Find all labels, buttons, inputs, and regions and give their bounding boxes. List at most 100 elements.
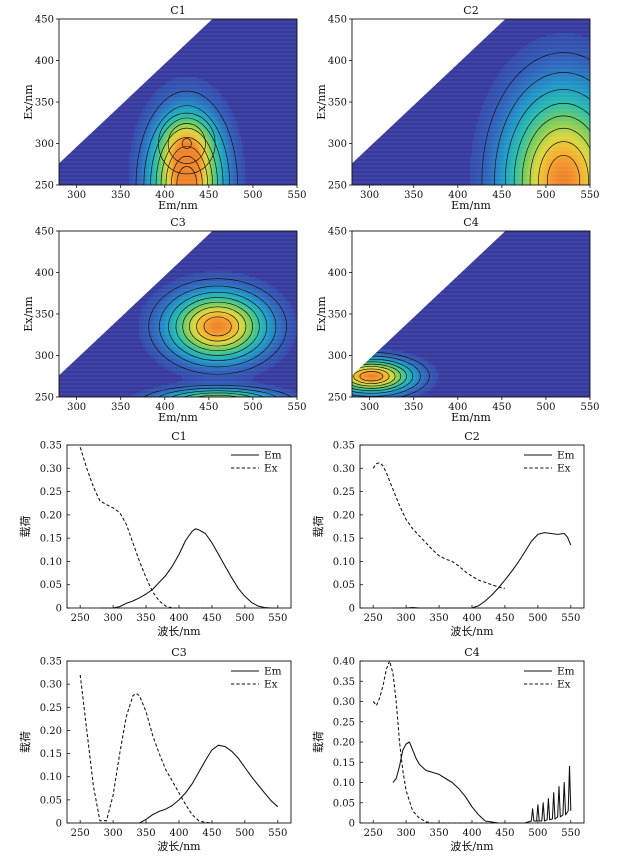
y-tick-label: 0.40: [333, 657, 355, 668]
y-axis-label: 载荷: [312, 516, 325, 538]
x-tick-label: 400: [462, 828, 481, 839]
x-tick-label: 450: [202, 828, 221, 839]
loading-panel-C3: 250 300 350 400 450 500 550 0 0.05 0.10 0.15 0.20 0.…: [19, 646, 292, 853]
y-tick-label: 0.20: [333, 738, 355, 749]
series-line-Em: [392, 532, 572, 609]
x-tick-label: 400: [155, 402, 174, 413]
legend-label-Em: Em: [264, 666, 282, 678]
x-tick-label: 300: [360, 402, 379, 413]
y-tick-label: 450: [328, 15, 347, 26]
x-tick-label: 350: [404, 402, 423, 413]
x-tick-label: 550: [561, 613, 580, 624]
y-tick-label: 0.35: [40, 657, 62, 668]
x-axis-label: 波长/nm: [450, 625, 494, 638]
eem-panel-C2: 300 350 400 450 500 550 250 300 350 400 450 C2 Em/nm…: [315, 4, 600, 212]
y-tick-label: 250: [35, 181, 54, 192]
panel-title: C4: [463, 216, 478, 229]
y-axis-label: 载荷: [19, 731, 32, 753]
y-tick-label: 250: [328, 393, 347, 404]
y-tick-label: 0.05: [333, 580, 355, 591]
x-axis-label: 波长/nm: [157, 625, 201, 638]
y-tick-label: 350: [35, 310, 54, 321]
series-line-Ex: [372, 462, 506, 589]
y-axis-label: Ex/nm: [315, 84, 328, 120]
x-tick-label: 500: [528, 828, 547, 839]
panel-title: C2: [464, 430, 479, 443]
legend-label-Ex: Ex: [557, 463, 571, 475]
eem-panel-C3: 300 350 400 450 500 550 250 300 350 400 450 C3 Em/nm…: [22, 216, 307, 424]
y-tick-label: 0.10: [40, 772, 62, 783]
y-axis-label: 载荷: [312, 731, 325, 753]
y-tick-label: 0.35: [40, 441, 62, 452]
x-tick-label: 450: [495, 828, 514, 839]
y-tick-label: 0.25: [40, 487, 62, 498]
y-tick-label: 300: [328, 139, 347, 150]
x-tick-label: 550: [561, 828, 580, 839]
legend-label-Em: Em: [264, 450, 282, 462]
x-tick-label: 400: [169, 613, 188, 624]
x-tick-label: 450: [492, 190, 511, 201]
y-tick-label: 0.35: [333, 677, 355, 688]
legend-label-Ex: Ex: [264, 679, 278, 691]
loading-panel-C1: 250 300 350 400 450 500 550 0 0.05 0.10 0.15 0.20 0.…: [19, 430, 292, 638]
x-tick-label: 550: [268, 613, 287, 624]
x-tick-label: 500: [243, 402, 262, 413]
y-tick-label: 0: [349, 819, 355, 830]
y-tick-label: 300: [35, 351, 54, 362]
y-tick-label: 400: [35, 56, 54, 67]
panel-title: C1: [171, 430, 186, 443]
x-tick-label: 300: [67, 402, 86, 413]
y-tick-label: 0: [56, 819, 62, 830]
x-tick-label: 300: [397, 613, 416, 624]
eem-rayleigh-mask: [59, 19, 213, 164]
x-tick-label: 350: [430, 613, 449, 624]
y-tick-label: 0.10: [333, 557, 355, 568]
x-tick-label: 250: [364, 613, 383, 624]
x-tick-label: 450: [202, 613, 221, 624]
x-tick-label: 300: [67, 190, 86, 201]
y-tick-label: 450: [328, 227, 347, 238]
x-tick-label: 300: [360, 190, 379, 201]
x-tick-label: 350: [137, 613, 156, 624]
y-tick-label: 300: [328, 351, 347, 362]
y-tick-label: 450: [35, 15, 54, 26]
x-axis-label: Em/nm: [158, 411, 198, 424]
x-axis-label: 波长/nm: [157, 840, 201, 853]
plot-frame: [66, 660, 292, 824]
y-axis-label: Ex/nm: [315, 296, 328, 332]
x-tick-label: 450: [492, 402, 511, 413]
x-axis-label: 波长/nm: [450, 840, 494, 853]
panel-title: C2: [463, 4, 478, 17]
x-tick-label: 350: [137, 828, 156, 839]
loading-panel-C4: 250 300 350 400 450 500 550 0 0.05 0.10 0.15 0.20 0.…: [312, 646, 585, 853]
legend-label-Em: Em: [557, 450, 575, 462]
x-tick-label: 250: [71, 613, 90, 624]
y-tick-label: 0: [56, 604, 62, 615]
y-tick-label: 0.20: [333, 510, 355, 521]
x-tick-label: 550: [287, 190, 306, 201]
loading-panel-C2: 250 300 350 400 450 500 550 0 0.05 0.10 0.15 0.20 0.…: [312, 430, 585, 638]
plot-frame: [359, 444, 585, 609]
x-tick-label: 450: [199, 190, 218, 201]
x-tick-label: 300: [397, 828, 416, 839]
y-tick-label: 0.20: [40, 510, 62, 521]
eem-heat-C1: [59, 19, 297, 185]
y-tick-label: 0.30: [333, 697, 355, 708]
y-tick-label: 0: [349, 604, 355, 615]
eem-heat-C3: [59, 231, 297, 397]
y-tick-label: 0.25: [333, 717, 355, 728]
eem-panel-C1: 300 350 400 450 500 550 250 300 350 400 450 C1 Em/nm…: [22, 4, 307, 212]
x-tick-label: 550: [287, 402, 306, 413]
panel-title: C4: [464, 646, 479, 659]
x-axis-label: Em/nm: [451, 411, 491, 424]
y-tick-label: 0.30: [40, 680, 62, 691]
series-line-Em: [392, 741, 572, 824]
panel-title: C3: [170, 216, 185, 229]
x-tick-label: 400: [448, 402, 467, 413]
eem-heat-C2: [352, 19, 590, 185]
y-tick-label: 250: [328, 181, 347, 192]
series-line-Ex: [79, 447, 212, 609]
eem-panel-C4: 300 350 400 450 500 550 250 300 350 400 450 C4 Em/nm…: [315, 216, 600, 424]
x-tick-label: 450: [495, 613, 514, 624]
y-tick-label: 0.10: [333, 778, 355, 789]
